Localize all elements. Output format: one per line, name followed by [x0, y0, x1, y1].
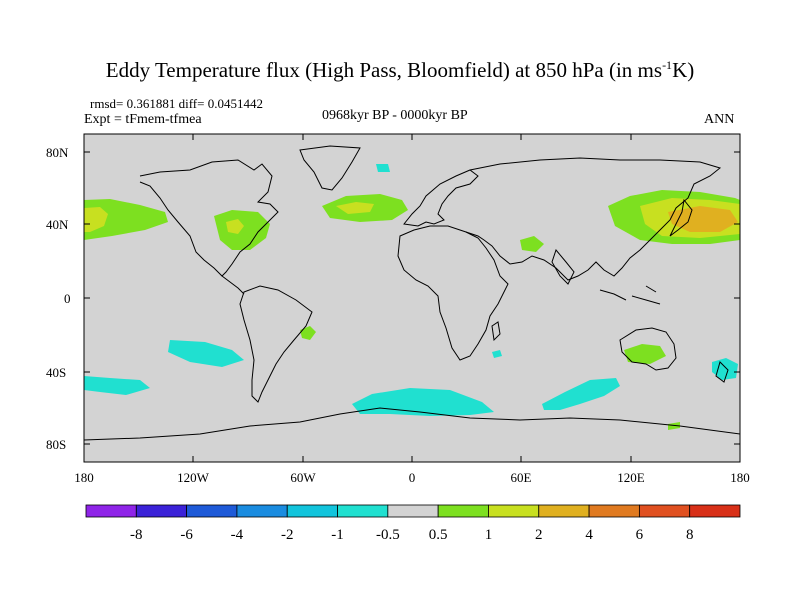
chart-title: Eddy Temperature flux (High Pass, Bloomf…: [105, 58, 695, 82]
madagascar-east: [492, 350, 502, 358]
north-pacific-east: [84, 199, 168, 240]
colorbar-label: -4: [231, 527, 244, 543]
colorbar-swatch: [638, 504, 691, 518]
stats-text: rmsd= 0.361881 diff= 0.0451442: [90, 96, 263, 111]
colorbar-label: 2: [535, 527, 543, 543]
north-america-core: [226, 219, 244, 234]
coast-greenland: [299, 145, 361, 191]
colorbar-swatch: [286, 504, 338, 518]
lon-tick-label: 60W: [290, 470, 316, 485]
colorbar-swatch: [538, 504, 590, 518]
tick-marks: [84, 134, 740, 462]
south-pacific-west: [84, 376, 150, 395]
colorbar-swatch: [135, 504, 188, 518]
coast-new-zealand: [715, 361, 729, 383]
lon-tick-label: 180: [74, 470, 94, 485]
north-atlantic-core: [336, 202, 374, 214]
colorbar-label: 1: [485, 527, 493, 543]
colorbar-label: -1: [331, 527, 344, 543]
middle-east: [520, 236, 544, 252]
colorbar-label: -6: [180, 527, 193, 543]
experiment-label: Expt = tFmem-tfmea: [84, 112, 202, 127]
coast-europe: [403, 169, 479, 227]
greenland-sea: [376, 164, 390, 172]
colorbar-swatch: [85, 504, 137, 518]
colorbar-label: -8: [130, 527, 143, 543]
south-pacific: [168, 340, 244, 367]
lat-tick-label: 80S: [46, 437, 66, 452]
coast-antarctica: [84, 407, 740, 441]
coast-australia: [619, 327, 677, 371]
colorbar-swatch: [337, 504, 389, 518]
southern-ocean-indian: [542, 378, 620, 410]
colorbar-swatch: [186, 504, 238, 518]
antarctic-coast: [668, 422, 680, 430]
colorbar-swatch: [387, 504, 439, 518]
north-america-east: [214, 210, 270, 250]
lat-tick-label: 80N: [46, 145, 69, 160]
colorbar-label: 6: [636, 527, 644, 543]
coast-japan: [669, 198, 693, 237]
lon-tick-label: 120W: [177, 470, 210, 485]
coast-north-america: [139, 159, 279, 277]
colorbar-swatch: [488, 504, 540, 518]
colorbar-swatch: [437, 504, 489, 518]
coast-asia: [465, 157, 722, 281]
colorbar-label: 4: [585, 527, 593, 543]
season-label: ANN: [704, 112, 735, 127]
period-label: 0968kyr BP - 0000kyr BP: [322, 108, 468, 123]
coast-south-america: [239, 285, 313, 403]
tasman-sea: [712, 358, 738, 380]
colorbar-label: -0.5: [376, 527, 400, 543]
lon-tick-label: 0: [409, 470, 416, 485]
lon-tick-label: 60E: [511, 470, 532, 485]
lon-tick-label: 120E: [617, 470, 645, 485]
lat-tick-label: 40N: [46, 217, 69, 232]
coast-indonesia: [599, 285, 661, 305]
lat-tick-label: 0: [64, 291, 71, 306]
lon-tick-label: 180: [730, 470, 750, 485]
coast-madagascar: [491, 321, 501, 342]
colorbar-label: 0.5: [429, 527, 448, 543]
map-frame: [83, 133, 741, 463]
north-pacific-west-center: [668, 206, 738, 232]
coast-central-america: [221, 275, 245, 295]
colorbar-swatch: [689, 504, 741, 518]
colorbar-label: 8: [686, 527, 694, 543]
coast-india: [551, 248, 575, 285]
colorbar-swatch: [588, 504, 640, 518]
north-pacific-east-core: [84, 207, 108, 232]
lat-tick-label: 40S: [46, 365, 66, 380]
colorbar-label: -2: [281, 527, 294, 543]
south-atlantic: [300, 326, 316, 340]
colorbar-swatch: [236, 504, 288, 518]
colorbar: -8 -6 -4 -2 -1 -0.5 0.5 1 2 4 6 8: [85, 504, 741, 543]
australia: [624, 344, 666, 364]
coastlines: [84, 145, 740, 441]
